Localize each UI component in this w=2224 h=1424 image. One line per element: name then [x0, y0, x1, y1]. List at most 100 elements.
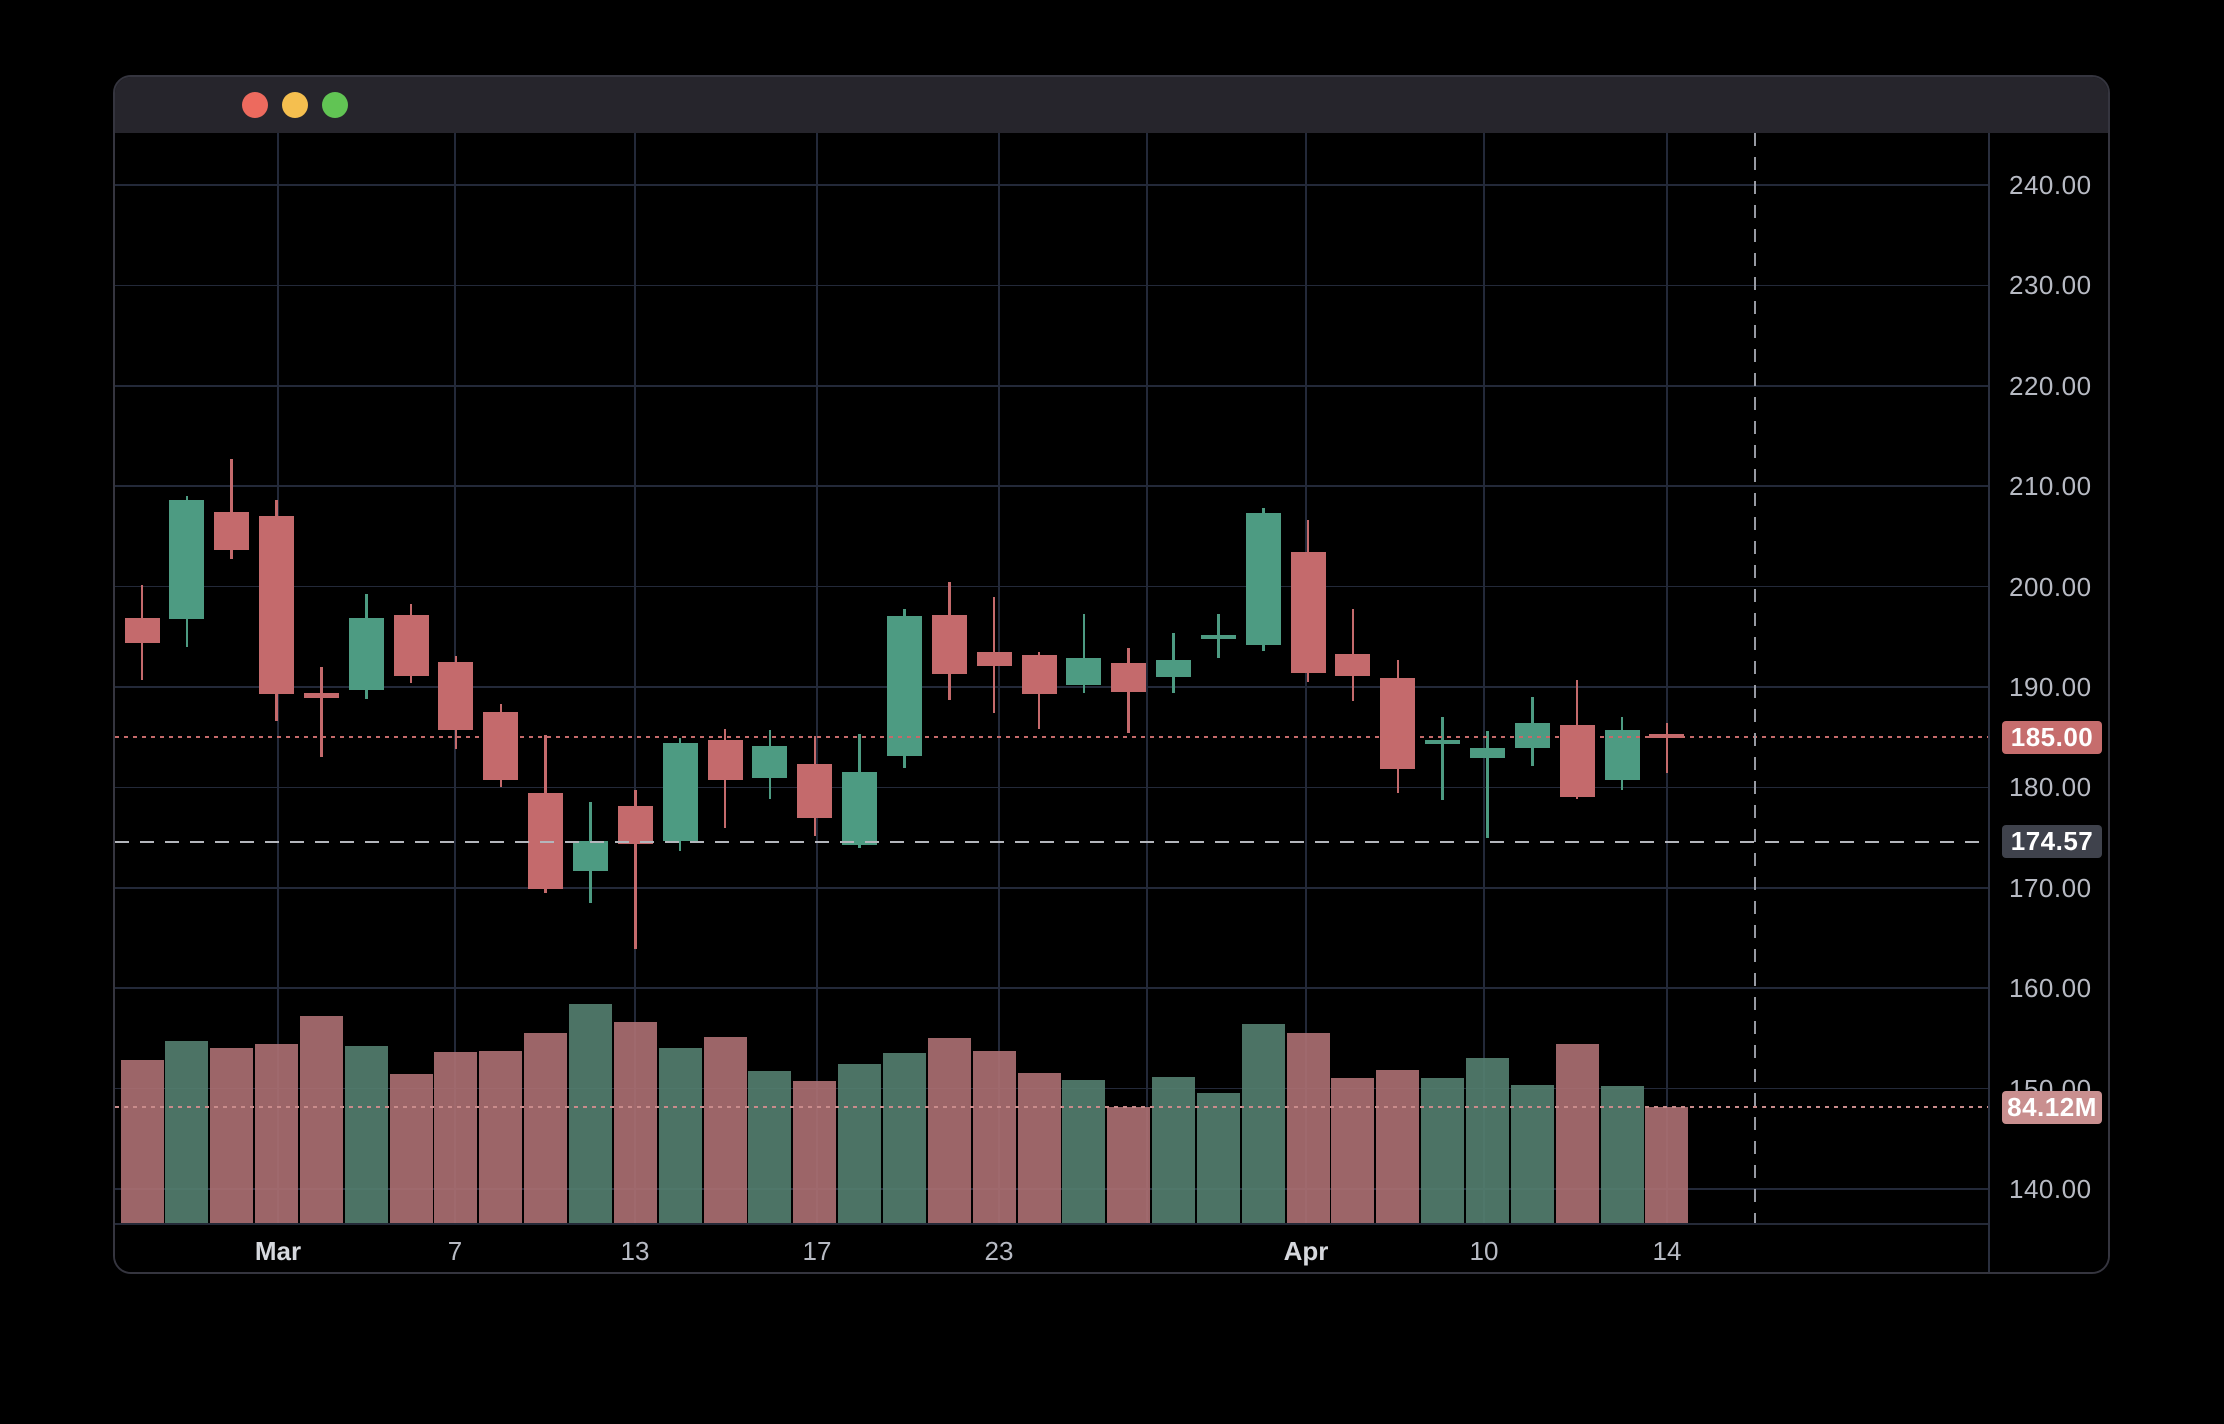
price-axis-separator[interactable] [1988, 133, 1990, 1272]
h-gridline [115, 786, 1988, 789]
last-price-line [115, 735, 1988, 739]
volume-bar [1376, 1069, 1420, 1223]
candle-wick [230, 459, 233, 560]
volume-bar [569, 1003, 612, 1223]
volume-bar [1555, 1043, 1599, 1223]
volume-bar [703, 1036, 747, 1223]
h-gridline [115, 485, 1988, 487]
candle-body [842, 772, 878, 845]
candle-body [1380, 677, 1416, 770]
price-tick-label: 210.00 [2009, 471, 2092, 502]
volume-bar [299, 1016, 343, 1223]
candle-body [169, 500, 205, 619]
candle-body [483, 712, 519, 781]
candle-body [1514, 723, 1550, 749]
candle-body [976, 651, 1012, 666]
candle-wick [1665, 723, 1669, 774]
volume-bar [1421, 1078, 1465, 1223]
volume-bar [1196, 1093, 1240, 1223]
candle-body [662, 743, 698, 841]
volume-bar [210, 1047, 254, 1223]
candle-body [1156, 659, 1192, 677]
time-label: 13 [620, 1236, 650, 1266]
candle-body [1245, 513, 1281, 645]
candle-body [393, 614, 429, 676]
h-gridline [115, 385, 1988, 387]
volume-bar [972, 1050, 1016, 1223]
v-gridline [1483, 133, 1485, 1223]
zoom-button[interactable] [322, 92, 348, 118]
price-tick-label: 200.00 [2009, 571, 2092, 602]
price-tick-label: 160.00 [2009, 973, 2092, 1004]
close-button[interactable] [242, 92, 268, 118]
crosshair-price-badge: 174.57 [2002, 825, 2102, 859]
h-gridline [115, 585, 1988, 588]
candle-body [303, 693, 339, 699]
volume-bar [524, 1032, 568, 1223]
volume-bar [434, 1052, 478, 1223]
volume-bar [658, 1047, 702, 1223]
candle-body [1111, 662, 1147, 692]
volume-bar [1466, 1057, 1509, 1223]
volume-bar [165, 1040, 209, 1223]
volume-bar [793, 1080, 837, 1223]
candle-body [1066, 657, 1102, 685]
last-volume-badge: 84.12M [2002, 1090, 2102, 1124]
price-tick-label: 240.00 [2009, 170, 2092, 200]
candle-body [348, 617, 384, 690]
candle-body [573, 840, 608, 871]
volume-bar [1062, 1079, 1106, 1223]
window-titlebar[interactable] [115, 77, 2108, 133]
candle-body [886, 615, 922, 757]
minimize-button[interactable] [282, 92, 308, 118]
chart-area[interactable]: 240.00 230.00 220.00 210.00 200.00 190.00 180.… [115, 133, 2108, 1272]
time-label: 23 [984, 1236, 1014, 1266]
volume-bar [255, 1043, 299, 1223]
candle-body [1335, 653, 1371, 676]
volume-bar [1241, 1024, 1285, 1223]
h-gridline [115, 887, 1988, 889]
candle-wick [634, 790, 637, 950]
candle-body [931, 614, 967, 674]
price-tick-label: 170.00 [2009, 872, 2092, 903]
candle-wick [1486, 731, 1489, 838]
volume-bar [613, 1021, 657, 1223]
time-label: 10 [1469, 1236, 1499, 1266]
h-gridline [115, 284, 1988, 287]
volume-bar [1331, 1078, 1375, 1223]
last-price-badge: 185.00 [2002, 720, 2102, 754]
v-gridline [634, 133, 636, 1223]
candle-body [124, 617, 160, 643]
candle-wick [320, 666, 323, 758]
candle-body [797, 764, 833, 818]
app-window: 240.00 230.00 220.00 210.00 200.00 190.00 180.… [113, 75, 2110, 1274]
volume-bar [1107, 1107, 1151, 1223]
crosshair-vline [1753, 133, 1757, 1223]
price-tick-label: 140.00 [2009, 1174, 2092, 1204]
v-gridline [1305, 133, 1307, 1223]
volume-bar [389, 1074, 433, 1223]
time-label: Mar [254, 1236, 302, 1266]
crosshair-hline [115, 840, 1988, 844]
h-gridline [115, 184, 1988, 186]
price-tick-label: 230.00 [2009, 270, 2092, 301]
last-volume-line [115, 1105, 1988, 1109]
candle-body [1290, 552, 1326, 673]
candle-wick [1441, 717, 1444, 801]
v-gridline [998, 133, 1000, 1223]
candle-body [1021, 654, 1057, 694]
candle-body [707, 740, 743, 781]
candle-body [1425, 740, 1461, 744]
volume-bar [838, 1064, 882, 1223]
price-tick-label: 190.00 [2009, 672, 2092, 702]
volume-bar [479, 1050, 523, 1223]
candle-body [214, 512, 250, 551]
candle-body [259, 516, 295, 695]
v-gridline [1666, 133, 1668, 1223]
time-axis-separator[interactable] [115, 1223, 1988, 1225]
time-label: Apr [1283, 1236, 1329, 1266]
candle-body [438, 661, 474, 731]
h-gridline [115, 987, 1988, 989]
volume-bar [120, 1060, 164, 1223]
